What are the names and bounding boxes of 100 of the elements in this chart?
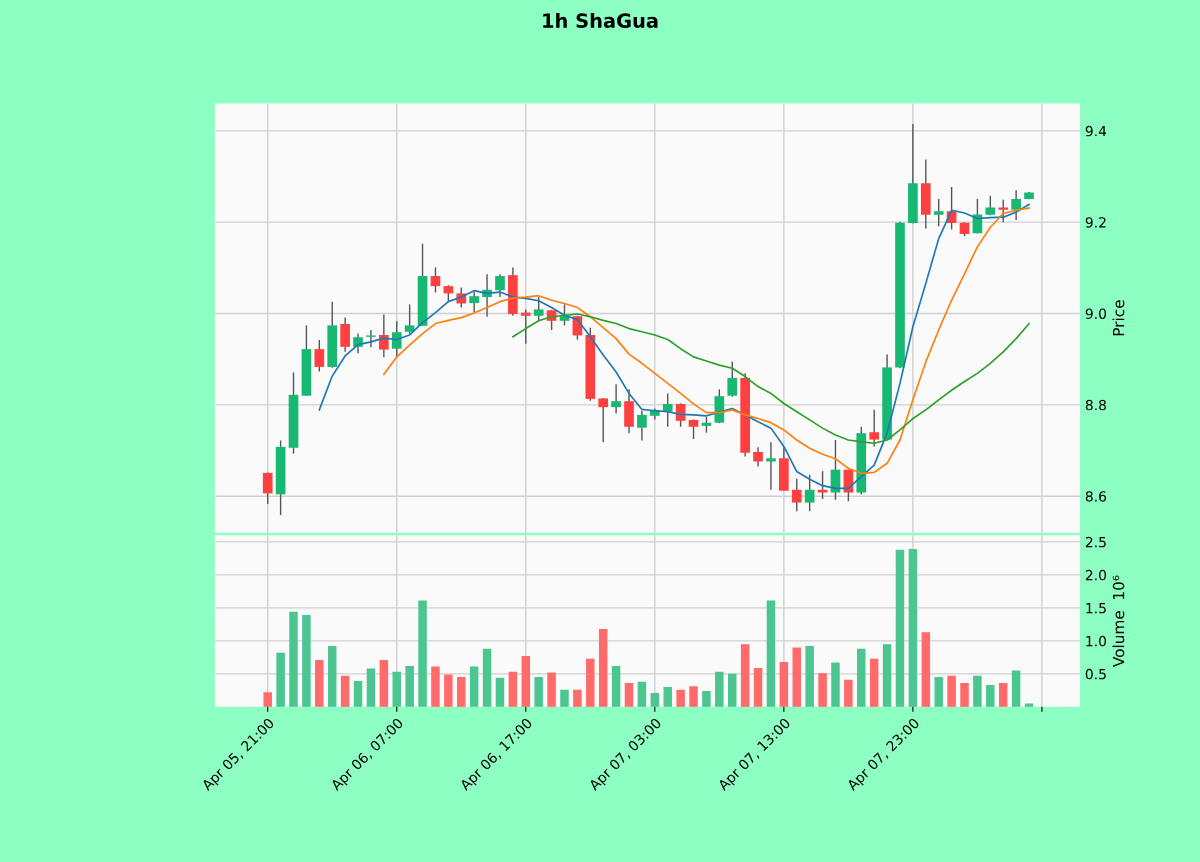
bar	[353, 681, 363, 707]
bar	[586, 658, 595, 707]
bar	[366, 668, 376, 707]
y-axis-title: Price	[1112, 300, 1125, 336]
candlestick	[727, 360, 738, 398]
bar	[650, 692, 660, 707]
bar	[547, 672, 556, 707]
candlestick	[662, 392, 673, 428]
candlestick	[404, 303, 415, 335]
candlestick	[559, 303, 570, 327]
bar	[895, 549, 905, 707]
bar	[869, 658, 879, 707]
y-tick-label: 2.0	[1085, 569, 1107, 581]
bar	[392, 671, 401, 707]
bar	[508, 671, 518, 707]
bar	[805, 646, 814, 707]
candlestick	[314, 339, 325, 373]
bar	[998, 683, 1008, 707]
bar	[327, 646, 337, 707]
candlestick	[430, 266, 441, 294]
bar	[263, 692, 272, 707]
bar	[315, 659, 324, 707]
bar	[340, 675, 350, 707]
bar	[792, 647, 802, 707]
y-tick-label: 0.5	[1085, 668, 1106, 680]
y-tick-label: 1.5	[1086, 603, 1106, 614]
candlestick	[791, 478, 802, 512]
candlestick	[379, 313, 389, 359]
bar	[482, 648, 492, 707]
bar	[831, 662, 840, 707]
bar	[379, 659, 389, 707]
bar	[637, 681, 647, 707]
bar	[663, 687, 672, 707]
y-tick-label: 8.6	[1085, 491, 1107, 502]
bar	[934, 677, 943, 707]
bar	[624, 683, 634, 707]
bar	[444, 674, 453, 707]
bar	[740, 644, 750, 707]
bar	[276, 652, 285, 707]
bar	[882, 644, 892, 707]
bar	[702, 690, 711, 707]
bar	[573, 689, 582, 707]
bar	[431, 666, 440, 707]
bar	[689, 686, 698, 707]
y-tick-label: 9.0	[1085, 308, 1107, 319]
bar	[921, 632, 931, 707]
bar	[676, 689, 685, 707]
candlestick	[637, 410, 647, 442]
bar	[766, 600, 776, 707]
candlestick	[520, 308, 531, 345]
bar	[779, 661, 789, 707]
bar	[560, 689, 569, 707]
bar	[947, 675, 956, 707]
bar	[1011, 670, 1021, 707]
bar	[960, 683, 969, 707]
candlestick	[598, 397, 609, 443]
candlestick	[998, 199, 1009, 223]
candlestick	[391, 320, 402, 358]
bar	[715, 671, 724, 707]
bar	[857, 648, 866, 707]
chart-title: 1h ShaGua	[543, 12, 658, 28]
bar	[908, 549, 918, 707]
bar	[302, 615, 311, 707]
candlestick	[869, 409, 880, 448]
bar	[289, 611, 298, 707]
y-tick-label: 9.4	[1085, 125, 1107, 137]
bar	[986, 685, 995, 707]
bar	[521, 656, 531, 707]
bar	[469, 666, 479, 707]
bar	[611, 665, 621, 707]
y-tick-label: 2.5	[1085, 536, 1106, 548]
candlestick	[688, 418, 699, 440]
candlestick	[366, 329, 376, 349]
bar	[495, 677, 505, 707]
candlestick	[611, 383, 621, 415]
candlestick	[340, 316, 350, 353]
bar	[844, 679, 853, 707]
candlestick	[495, 273, 505, 298]
candlestick	[817, 470, 828, 500]
bar	[534, 677, 543, 707]
y-tick-label: 9.2	[1085, 217, 1106, 228]
candlestick	[804, 474, 815, 512]
candlestick	[933, 198, 944, 227]
y-tick-label: 1.0	[1086, 635, 1107, 647]
candlestick	[766, 441, 776, 491]
bar	[818, 673, 827, 707]
bar	[973, 675, 982, 707]
candlestick	[753, 446, 763, 468]
candlestick	[533, 296, 544, 322]
y-tick-label: 8.8	[1085, 399, 1106, 411]
candlestick	[1011, 189, 1021, 221]
bar	[598, 628, 608, 707]
candlestick	[469, 291, 480, 314]
y-axis-title: Volume 10⁶	[1112, 575, 1125, 667]
bar	[727, 673, 737, 707]
bar	[457, 677, 466, 707]
bar	[405, 665, 414, 707]
candlestick	[262, 471, 273, 505]
bar	[753, 667, 763, 707]
bar	[418, 600, 427, 707]
